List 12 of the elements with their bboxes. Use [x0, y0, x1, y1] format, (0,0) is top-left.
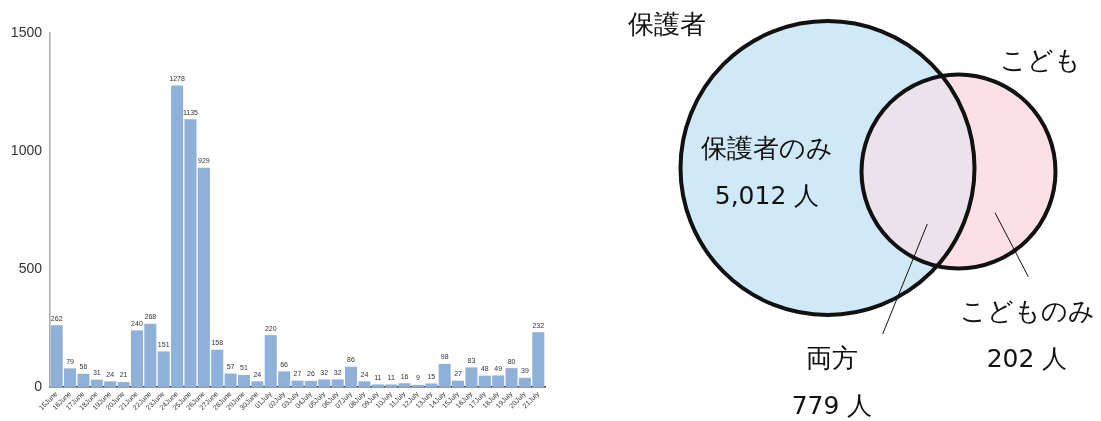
y-tick-label: 1500 [10, 23, 43, 40]
data-label: 779 人 [791, 390, 873, 420]
data-label: 5,012 人 [714, 180, 820, 210]
text: こども [1000, 44, 1081, 75]
category-label: 保護者のみ [701, 132, 833, 163]
data-label: 202 人 [986, 343, 1068, 373]
y-tick-label: 0 [34, 377, 43, 394]
y-tick-label: 500 [18, 259, 43, 276]
category-label: 両方 [806, 342, 858, 373]
text: 保護者 [628, 8, 706, 39]
y-tick-label: 1000 [10, 141, 43, 158]
category-label: こどものみ [959, 295, 1095, 326]
